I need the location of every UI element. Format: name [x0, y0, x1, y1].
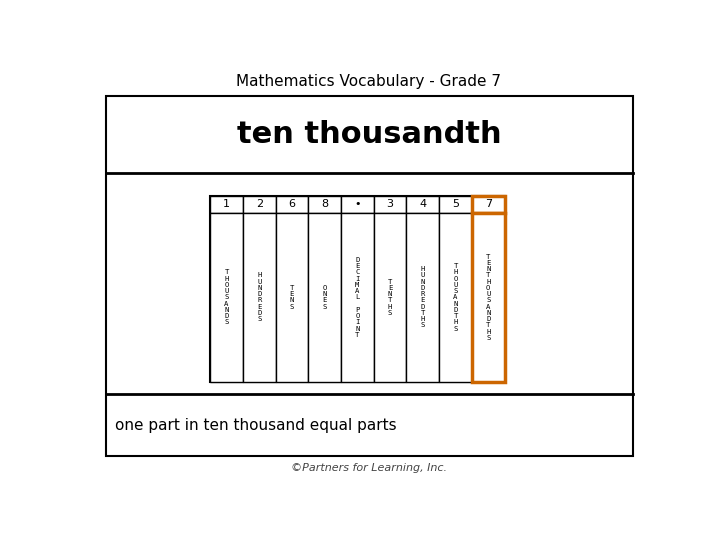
Bar	[243, 213, 276, 382]
Bar	[439, 195, 472, 213]
Bar	[341, 213, 374, 382]
Text: 5: 5	[452, 199, 459, 209]
Text: •: •	[354, 199, 361, 209]
Text: ten thousandth: ten thousandth	[237, 119, 501, 148]
Bar	[472, 213, 505, 382]
Text: H
U
N
D
R
E
D
T
H
S: H U N D R E D T H S	[420, 266, 425, 328]
Bar	[439, 213, 472, 382]
Text: T
H
O
U
S
A
N
D
T
H
S: T H O U S A N D T H S	[454, 263, 458, 332]
Text: 1: 1	[223, 199, 230, 209]
Bar	[276, 195, 308, 213]
Bar	[210, 195, 505, 382]
Text: D
E
C
I
M
A
L
 
P
O
I
N
T: D E C I M A L P O I N T	[355, 257, 359, 338]
Bar	[407, 213, 439, 382]
Bar	[472, 195, 505, 213]
Bar	[407, 195, 439, 213]
Text: T
H
O
U
S
A
N
D
S: T H O U S A N D S	[225, 269, 229, 325]
Bar	[210, 195, 243, 213]
Bar	[374, 195, 407, 213]
Text: T
E
N
S: T E N S	[289, 285, 294, 310]
Text: H
U
N
D
R
E
D
S: H U N D R E D S	[257, 273, 261, 322]
Bar	[106, 96, 632, 456]
Bar	[243, 195, 276, 213]
Text: 6: 6	[289, 199, 295, 209]
Text: 7: 7	[485, 199, 492, 209]
Bar	[276, 213, 308, 382]
Bar	[308, 195, 341, 213]
Text: 2: 2	[256, 199, 263, 209]
Bar	[341, 195, 374, 213]
Text: T
E
N
T
H
O
U
S
A
N
D
T
H
S: T E N T H O U S A N D T H S	[486, 254, 490, 341]
Bar	[210, 213, 243, 382]
Text: 3: 3	[387, 199, 394, 209]
Text: ©Partners for Learning, Inc.: ©Partners for Learning, Inc.	[291, 463, 447, 473]
Text: 4: 4	[419, 199, 426, 209]
Text: 8: 8	[321, 199, 328, 209]
Bar	[374, 213, 407, 382]
Text: one part in ten thousand equal parts: one part in ten thousand equal parts	[114, 417, 397, 433]
Bar	[308, 213, 341, 382]
Text: O
N
E
S: O N E S	[323, 285, 327, 310]
Text: Mathematics Vocabulary - Grade 7: Mathematics Vocabulary - Grade 7	[236, 74, 502, 89]
Text: T
E
N
T
H
S: T E N T H S	[388, 279, 392, 316]
